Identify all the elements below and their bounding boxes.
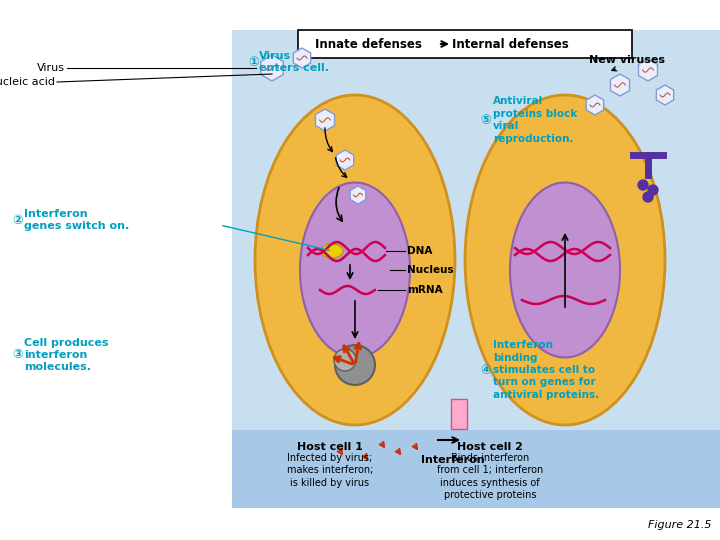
- Polygon shape: [639, 59, 657, 81]
- Text: ③: ③: [12, 348, 22, 361]
- Text: ④: ④: [480, 363, 490, 376]
- Text: Internal defenses: Internal defenses: [451, 37, 568, 51]
- Text: ⑤: ⑤: [480, 113, 490, 126]
- Text: Infected by virus;
makes interferon;
is killed by virus: Infected by virus; makes interferon; is …: [287, 453, 373, 488]
- Text: Interferon
genes switch on.: Interferon genes switch on.: [24, 209, 130, 231]
- Polygon shape: [611, 74, 629, 96]
- Text: Host cell 1: Host cell 1: [297, 442, 363, 452]
- Ellipse shape: [510, 183, 620, 357]
- Text: DNA: DNA: [407, 246, 433, 256]
- Text: Cell produces
interferon
molecules.: Cell produces interferon molecules.: [24, 338, 109, 373]
- Ellipse shape: [321, 244, 343, 258]
- Text: New viruses: New viruses: [589, 55, 665, 65]
- Text: ②: ②: [12, 213, 22, 226]
- FancyBboxPatch shape: [298, 30, 632, 58]
- Bar: [232, 30, 720, 508]
- Polygon shape: [293, 48, 310, 68]
- Text: Nucleus: Nucleus: [407, 265, 454, 275]
- Circle shape: [638, 180, 648, 190]
- Text: Host cell 2: Host cell 2: [457, 442, 523, 452]
- Text: Binds interferon
from cell 1; interferon
induces synthesis of
protective protein: Binds interferon from cell 1; interferon…: [437, 453, 543, 500]
- Polygon shape: [350, 186, 366, 204]
- Text: Virus: Virus: [37, 63, 65, 73]
- Text: Interferon
binding
stimulates cell to
turn on genes for
antiviral proteins.: Interferon binding stimulates cell to tu…: [493, 340, 599, 400]
- Ellipse shape: [255, 95, 455, 425]
- Text: Antiviral
proteins block
viral
reproduction.: Antiviral proteins block viral reproduct…: [493, 97, 577, 144]
- Ellipse shape: [300, 183, 410, 357]
- Polygon shape: [315, 109, 335, 131]
- Circle shape: [648, 185, 658, 195]
- Text: Virus
enters cell.: Virus enters cell.: [259, 51, 329, 73]
- Text: Viral nucleic acid: Viral nucleic acid: [0, 77, 55, 87]
- Circle shape: [334, 349, 356, 371]
- Text: Innate defenses: Innate defenses: [315, 37, 421, 51]
- Polygon shape: [586, 95, 603, 115]
- Polygon shape: [261, 55, 283, 81]
- Text: Interferon: Interferon: [421, 455, 485, 465]
- Circle shape: [643, 192, 653, 202]
- Text: Figure 21.5: Figure 21.5: [649, 520, 712, 530]
- Text: ①: ①: [248, 56, 258, 69]
- Polygon shape: [336, 150, 354, 170]
- Bar: [232, 430, 720, 508]
- FancyBboxPatch shape: [451, 399, 467, 429]
- Ellipse shape: [465, 95, 665, 425]
- Polygon shape: [657, 85, 674, 105]
- Text: mRNA: mRNA: [407, 285, 443, 295]
- Circle shape: [335, 345, 375, 385]
